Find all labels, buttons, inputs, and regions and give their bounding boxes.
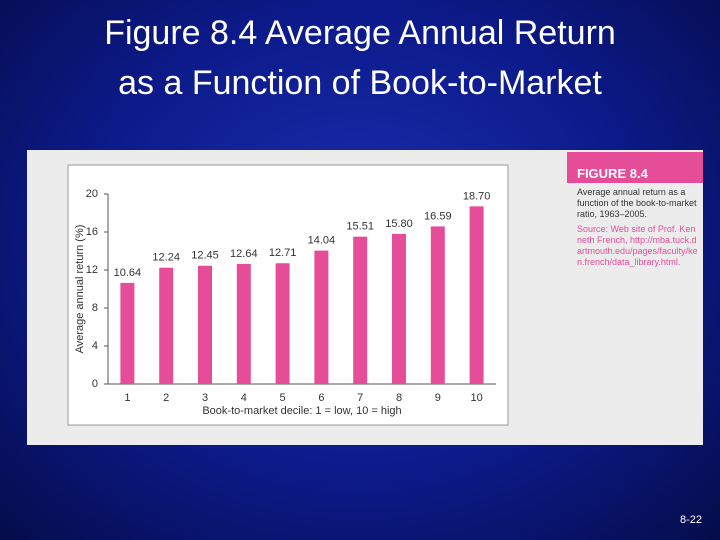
x-axis-label: Book-to-market decile: 1 = low, 10 = hig…	[202, 405, 401, 417]
value-label: 10.64	[114, 267, 142, 279]
value-label: 14.04	[308, 235, 336, 247]
bar	[353, 236, 368, 384]
slide-number: 8-22	[679, 514, 702, 526]
x-tick-label: 5	[280, 392, 286, 404]
x-tick-label: 2	[163, 392, 169, 404]
y-tick-label: 4	[92, 340, 98, 352]
caption: FIGURE 8.4 Average annual return as a fu…	[567, 152, 703, 268]
y-axis-label: Average annual return (%)	[74, 225, 86, 354]
x-tick-label: 7	[357, 392, 363, 404]
value-label: 18.70	[463, 190, 491, 202]
value-label: 15.51	[346, 221, 374, 233]
y-tick-label: 16	[86, 226, 98, 238]
x-tick-label: 8	[396, 392, 402, 404]
y-tick-label: 0	[92, 378, 98, 390]
y-tick-label: 8	[92, 302, 98, 314]
bar	[392, 233, 406, 384]
x-tick-label: 3	[202, 392, 208, 404]
bar	[469, 206, 484, 384]
bar	[430, 226, 445, 384]
caption-heading: FIGURE 8.4	[567, 152, 703, 183]
value-label: 12.45	[191, 250, 219, 262]
value-label: 12.24	[152, 252, 180, 264]
bar	[236, 263, 251, 384]
bar	[314, 250, 329, 384]
caption-source: Source: Web site of Prof. Kenneth French…	[567, 220, 703, 268]
bar	[275, 263, 290, 384]
value-label: 12.71	[269, 247, 297, 259]
x-tick-label: 4	[241, 392, 247, 404]
slide-title: Figure 8.4 Average Annual Return	[104, 14, 616, 52]
value-label: 12.64	[230, 248, 258, 260]
bar	[198, 265, 212, 384]
x-tick-label: 1	[124, 392, 130, 404]
y-tick-label: 20	[86, 188, 98, 200]
value-label: 16.59	[424, 210, 452, 222]
bar	[120, 282, 135, 384]
caption-text: Average annual return as a function of t…	[577, 187, 697, 219]
x-tick-label: 10	[470, 392, 482, 404]
y-tick-label: 12	[86, 264, 98, 276]
x-tick-label: 6	[318, 392, 324, 404]
bar	[159, 267, 174, 384]
value-label: 15.80	[385, 218, 413, 230]
x-tick-label: 9	[435, 392, 441, 404]
figure-panel: 0 4 8 12 16 20 Average annual return (%) Book-t…	[27, 150, 703, 445]
slide-title: as a Function of Book-to-Market	[118, 64, 602, 102]
